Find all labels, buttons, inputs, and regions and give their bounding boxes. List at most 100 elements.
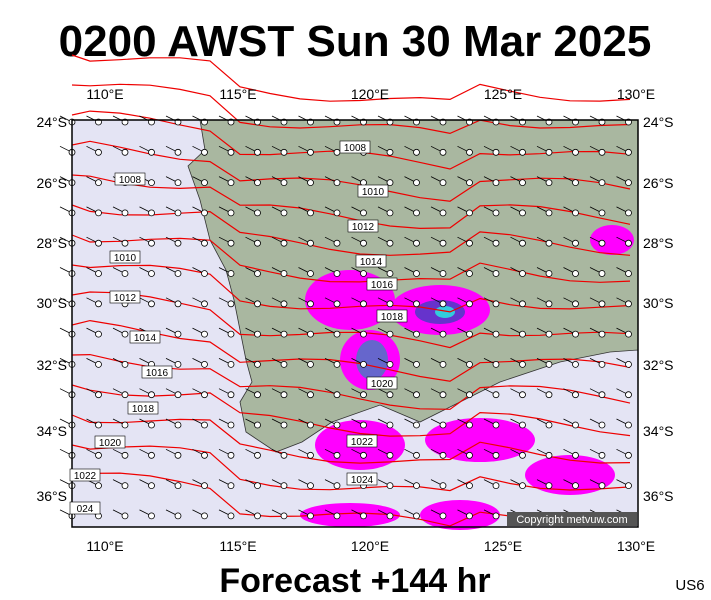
latitude-label: 34°S — [643, 423, 674, 439]
station — [201, 300, 208, 308]
isobar-label-box — [69, 468, 101, 482]
station — [439, 270, 447, 277]
station — [280, 360, 288, 368]
station — [201, 330, 208, 338]
station — [148, 421, 155, 429]
station — [598, 179, 606, 187]
station — [519, 482, 526, 490]
station — [280, 391, 288, 399]
station — [95, 239, 102, 247]
station — [95, 148, 102, 156]
title: 0200 AWST Sun 30 Mar 2025 — [59, 17, 652, 66]
isobar-label: 1014 — [360, 257, 383, 268]
station — [148, 209, 155, 217]
isobar — [71, 140, 631, 202]
station — [121, 270, 129, 277]
isobar-label: 024 — [77, 504, 94, 515]
station — [121, 391, 129, 399]
station — [174, 148, 182, 156]
station — [307, 482, 314, 490]
station — [201, 391, 208, 399]
longitude-label: 125°E — [484, 86, 522, 102]
station — [174, 209, 182, 217]
station — [227, 421, 235, 429]
station — [148, 391, 155, 399]
station — [625, 330, 632, 338]
station — [598, 148, 606, 156]
station — [572, 300, 579, 308]
station — [625, 239, 632, 247]
station — [95, 270, 102, 277]
station — [307, 209, 314, 217]
station — [598, 239, 606, 247]
station — [492, 421, 500, 429]
station — [254, 451, 261, 459]
station — [466, 239, 473, 247]
station — [519, 391, 526, 399]
station — [492, 239, 500, 247]
station — [598, 330, 606, 338]
longitude-label: 120°E — [351, 538, 389, 554]
station — [201, 421, 208, 429]
station — [386, 421, 394, 429]
isobar-label-box — [347, 219, 379, 233]
station — [95, 482, 102, 490]
isobar — [71, 83, 631, 135]
isobar-label: 1012 — [352, 222, 375, 233]
station — [307, 451, 314, 459]
station — [545, 330, 553, 338]
station — [625, 209, 632, 217]
station — [492, 330, 500, 338]
station — [227, 239, 235, 247]
model-code: US6 — [675, 577, 704, 594]
station — [280, 179, 288, 187]
station — [148, 270, 155, 277]
station — [254, 209, 261, 217]
station — [598, 360, 606, 368]
station — [413, 451, 420, 459]
station — [413, 179, 420, 187]
station — [280, 421, 288, 429]
isobar-label-box — [141, 365, 173, 379]
station — [227, 330, 235, 338]
station — [413, 391, 420, 399]
station — [121, 148, 129, 156]
station — [572, 482, 579, 490]
station — [174, 179, 182, 187]
station — [333, 512, 341, 520]
station — [333, 482, 341, 490]
station — [254, 270, 261, 277]
station — [413, 148, 420, 156]
station — [413, 300, 420, 308]
isobar-label-box — [346, 472, 378, 486]
station — [572, 421, 579, 429]
station — [413, 330, 420, 338]
station — [174, 270, 182, 277]
station — [280, 330, 288, 338]
station — [625, 482, 632, 490]
station — [201, 451, 208, 459]
isobar — [71, 234, 631, 283]
station — [254, 239, 261, 247]
station — [333, 300, 341, 308]
isobar-label: 1020 — [99, 438, 122, 449]
station — [174, 421, 182, 429]
station — [333, 330, 341, 338]
isobar-label: 1016 — [146, 368, 169, 379]
station — [254, 512, 261, 520]
isobar — [71, 384, 631, 437]
isobar-label-box — [366, 277, 398, 291]
station — [307, 421, 314, 429]
station — [466, 482, 473, 490]
station — [545, 300, 553, 308]
isobar-label-box — [109, 250, 141, 264]
station — [360, 512, 367, 520]
station — [360, 391, 367, 399]
station — [545, 209, 553, 217]
station — [201, 179, 208, 187]
station — [254, 300, 261, 308]
station — [413, 360, 420, 368]
station — [148, 512, 155, 520]
station — [466, 300, 473, 308]
